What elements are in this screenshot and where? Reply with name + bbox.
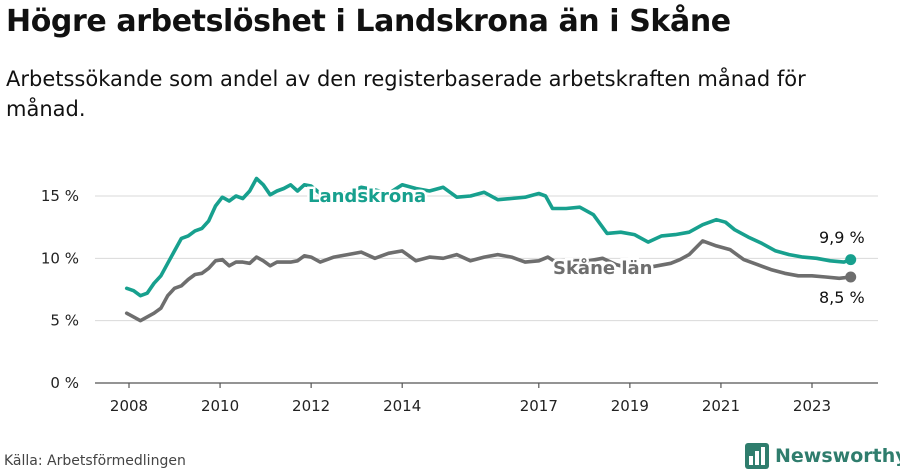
y-tick-label: 5 %: [50, 312, 79, 330]
series-labels: Landskrona Skåne län 9,9 % 8,5 %: [306, 184, 865, 308]
series-line-landskrona: [124, 176, 853, 298]
y-tick-label: 0 %: [50, 374, 79, 392]
series-line-skane: [124, 239, 853, 323]
x-tick-label: 2017: [520, 397, 558, 415]
y-axis-ticks: 0 % 5 % 10 % 15 %: [41, 187, 79, 392]
newsworthy-logo-icon: [745, 443, 769, 469]
subtitle: Arbetssökande som andel av den registerb…: [6, 67, 806, 121]
x-tick-label: 2019: [611, 397, 649, 415]
series-end-marker-landskrona: [845, 254, 857, 266]
page-title: Högre arbetslöshet i Landskrona än i Skå…: [6, 4, 731, 39]
y-tick-label: 15 %: [41, 187, 79, 205]
x-tick-label: 2008: [110, 397, 148, 415]
y-tick-label: 10 %: [41, 249, 79, 267]
x-tick-label: 2023: [793, 397, 831, 415]
series-end-marker-skane: [845, 271, 857, 283]
x-axis-ticks: 2008 2010 2012 2014 2017 2019 2021 2023: [110, 383, 831, 415]
brand[interactable]: Newsworthy: [745, 442, 900, 470]
series-label-skane: Skåne län: [553, 257, 653, 279]
end-value-label-landskrona: 9,9 %: [819, 228, 865, 247]
source-note: Källa: Arbetsförmedlingen: [4, 453, 186, 469]
x-tick-label: 2014: [383, 397, 421, 415]
brand-name: Newsworthy: [775, 445, 900, 467]
x-tick-label: 2021: [702, 397, 740, 415]
x-tick-label: 2012: [292, 397, 330, 415]
series-lines: [124, 176, 857, 323]
x-tick-label: 2010: [201, 397, 239, 415]
series-label-landskrona: Landskrona: [308, 186, 426, 207]
end-value-label-skane: 8,5 %: [819, 288, 865, 307]
